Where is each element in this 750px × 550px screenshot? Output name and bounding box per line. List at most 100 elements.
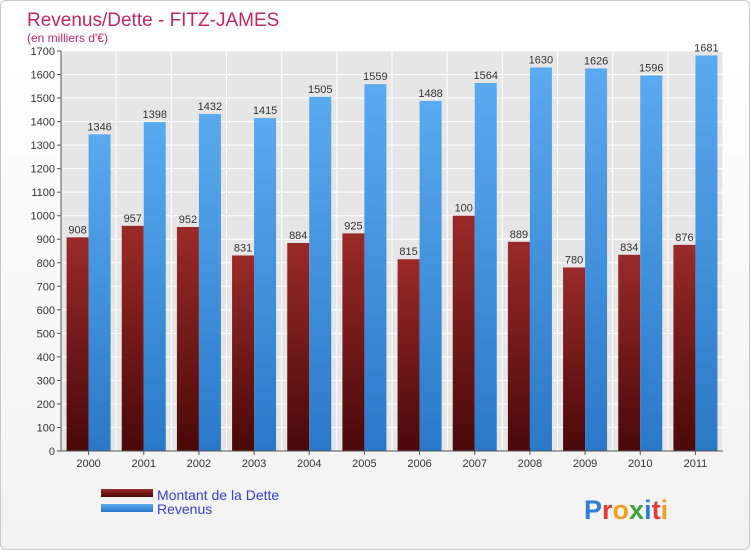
proxiti-logo-text: Proxiti — [584, 495, 668, 525]
data-labels: 908 1346 957 1398 952 1432 831 1415 884 1505 925 15… — [68, 42, 718, 266]
bar-revenus — [474, 83, 497, 451]
data-label-revenus: 1630 — [529, 54, 553, 66]
bars — [66, 55, 718, 452]
data-label-revenus: 1432 — [198, 101, 222, 113]
logo-letter: i — [644, 495, 652, 525]
y-tick-label: 1400 — [31, 117, 55, 129]
logo-letter: x — [629, 495, 644, 525]
bar-revenus — [585, 68, 608, 451]
y-tick-label: 1600 — [31, 70, 55, 82]
x-tick-label: 2007 — [463, 458, 487, 470]
legend: Montant de la Dette Revenus — [101, 487, 279, 517]
bar-debt — [176, 227, 199, 451]
bar-revenus — [640, 75, 663, 452]
data-label-revenus: 1596 — [639, 62, 663, 74]
y-tick-label: 500 — [37, 328, 55, 340]
bar-debt — [452, 215, 475, 451]
chart-subtitle: (en milliers d'€) — [27, 31, 108, 45]
bar-debt — [507, 241, 530, 451]
chart-title: Revenus/Dette - FITZ-JAMES — [27, 10, 279, 31]
legend-swatch-revenus — [101, 504, 153, 512]
logo-letter: r — [602, 495, 613, 525]
logo-letter: t — [652, 495, 661, 525]
bar-debt — [563, 267, 586, 451]
data-label-revenus: 1415 — [253, 105, 277, 117]
bar-debt — [232, 255, 255, 451]
data-label-debt: 925 — [344, 220, 362, 232]
y-tick-label: 800 — [37, 258, 55, 270]
y-tick-label: 100 — [37, 422, 55, 434]
x-tick-label: 2010 — [628, 458, 652, 470]
data-label-revenus: 1488 — [418, 88, 442, 100]
legend-label-revenus: Revenus — [157, 501, 212, 517]
logo-letter: i — [661, 495, 669, 525]
bar-revenus — [143, 122, 166, 451]
y-tick-label: 200 — [37, 399, 55, 411]
bar-revenus — [529, 67, 552, 452]
x-tick-label: 2004 — [297, 458, 321, 470]
data-label-debt: 834 — [620, 242, 638, 254]
y-tick-label: 1700 — [31, 46, 55, 58]
x-tick-label: 2002 — [187, 458, 211, 470]
y-tick-label: 300 — [37, 375, 55, 387]
data-label-debt: 780 — [565, 254, 583, 266]
x-tick-label: 2011 — [684, 458, 708, 470]
bar-debt — [673, 244, 696, 451]
x-tick-label: 2008 — [518, 458, 542, 470]
y-tick-label: 600 — [37, 305, 55, 317]
bar-debt — [121, 225, 144, 451]
data-label-debt: 815 — [399, 246, 417, 258]
bar-debt — [66, 237, 89, 451]
axes: 0 100 200 300 400 500 600 700 800 900 1000 1100 1200… — [31, 46, 723, 470]
data-label-revenus: 1626 — [584, 55, 608, 67]
y-tick-label: 0 — [49, 446, 55, 458]
bar-revenus — [419, 100, 442, 451]
bar-revenus — [309, 96, 332, 451]
data-label-debt: 884 — [289, 230, 307, 242]
data-label-debt: 957 — [124, 213, 142, 225]
legend-label-debt: Montant de la Dette — [157, 487, 279, 503]
data-label-debt: 831 — [234, 242, 252, 254]
y-tick-label: 400 — [37, 352, 55, 364]
bar-debt — [397, 259, 420, 451]
x-tick-label: 2003 — [242, 458, 266, 470]
data-label-debt: 100 — [455, 203, 473, 215]
y-tick-label: 1100 — [31, 187, 55, 199]
y-tick-label: 700 — [37, 281, 55, 293]
bar-revenus — [695, 55, 718, 452]
bar-debt — [618, 254, 641, 451]
y-tick-label: 1300 — [31, 140, 55, 152]
logo-letter: o — [613, 495, 630, 525]
bar-debt — [342, 233, 365, 451]
x-tick-label: 2006 — [407, 458, 431, 470]
bar-revenus — [198, 114, 221, 451]
grid-lines — [60, 50, 724, 452]
y-tick-label: 1200 — [31, 164, 55, 176]
x-tick-label: 2005 — [352, 458, 376, 470]
data-label-revenus: 1559 — [363, 71, 387, 83]
y-tick-label: 1500 — [31, 93, 55, 105]
data-label-revenus: 1398 — [143, 109, 167, 121]
proxiti-logo: Proxiti — [584, 495, 668, 525]
legend-swatch-debt — [101, 489, 153, 497]
x-tick-label: 2000 — [76, 458, 100, 470]
bar-debt — [287, 243, 310, 451]
y-tick-label: 1000 — [31, 211, 55, 223]
data-label-revenus: 1681 — [694, 42, 718, 54]
logo-letter: P — [584, 495, 602, 525]
data-label-debt: 908 — [68, 224, 86, 236]
data-label-debt: 876 — [675, 232, 693, 244]
data-label-debt: 952 — [179, 214, 197, 226]
bar-revenus — [254, 118, 277, 451]
data-label-debt: 889 — [510, 229, 528, 241]
data-label-revenus: 1505 — [308, 84, 332, 96]
y-tick-label: 900 — [37, 234, 55, 246]
x-tick-label: 2001 — [132, 458, 156, 470]
x-tick-label: 2009 — [573, 458, 597, 470]
bar-revenus — [88, 134, 111, 451]
data-label-revenus: 1346 — [87, 121, 111, 133]
bar-revenus — [364, 84, 387, 452]
data-label-revenus: 1564 — [474, 70, 498, 82]
